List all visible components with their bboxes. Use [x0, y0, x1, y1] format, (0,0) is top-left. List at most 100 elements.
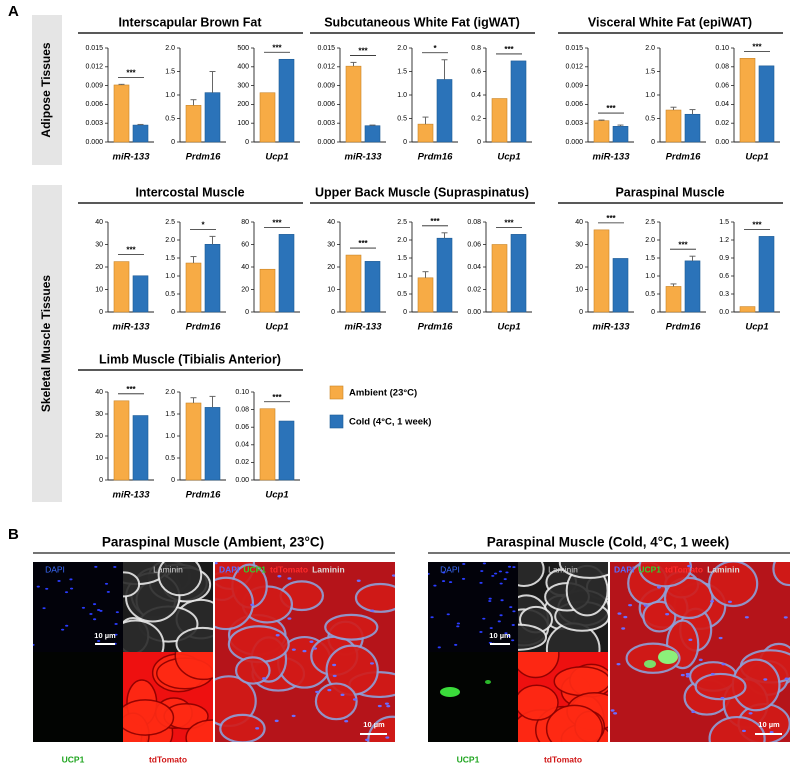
- significance: ***: [272, 43, 282, 52]
- nucleus: [45, 587, 49, 590]
- error-bar: [369, 124, 376, 126]
- y-tick-label: 100: [237, 120, 249, 127]
- y-tick-label: 0.9: [719, 255, 729, 262]
- nucleus: [741, 729, 746, 733]
- bar: [739, 58, 756, 143]
- nucleus: [344, 720, 349, 723]
- fiber: [518, 562, 545, 587]
- y-tick-label: 60: [241, 241, 249, 248]
- nucleus: [99, 609, 103, 612]
- y-tick-label: 30: [575, 241, 583, 248]
- x-label: miR-133: [345, 152, 383, 163]
- micrograph-bg: [428, 562, 518, 652]
- nucleus: [113, 565, 117, 568]
- micrograph: [428, 652, 518, 742]
- nucleus: [255, 727, 260, 730]
- significance: ***: [358, 239, 368, 248]
- bar: [204, 407, 221, 481]
- significance: ***: [752, 42, 762, 51]
- nucleus: [454, 643, 458, 646]
- ucp1-signal: [485, 680, 491, 684]
- x-label: miR-133: [593, 152, 631, 163]
- nucleus: [499, 614, 503, 617]
- y-tick-label: 0.08: [235, 406, 249, 413]
- fiber: [354, 582, 395, 613]
- y-tick-label: 0.003: [85, 120, 103, 127]
- nucleus: [377, 704, 382, 708]
- y-tick-label: 0.10: [715, 45, 729, 52]
- fiber: [123, 619, 165, 652]
- scale-bar-label: 10 µm: [94, 631, 116, 640]
- micrograph-bg: [33, 652, 123, 742]
- y-tick-label: 0.06: [235, 424, 249, 431]
- y-tick-label: 0.4: [471, 92, 481, 99]
- fiber: [558, 562, 608, 579]
- bar: [510, 234, 527, 313]
- y-tick-label: 1.2: [719, 237, 729, 244]
- error-bar: [209, 395, 216, 408]
- merged-channel-label: DAPI: [219, 564, 239, 574]
- nucleus: [482, 562, 486, 565]
- nucleus: [491, 574, 495, 577]
- y-tick-label: 10: [327, 286, 335, 293]
- row-label-box: [32, 185, 62, 502]
- nucleus: [685, 672, 690, 676]
- nucleus: [499, 582, 503, 585]
- ucp1-signal: [644, 660, 656, 668]
- nucleus: [489, 627, 493, 629]
- legend-label: Ambient (23°C): [349, 388, 417, 399]
- bar: [758, 65, 775, 143]
- y-tick-label: 0.012: [317, 64, 335, 71]
- bar: [491, 244, 508, 313]
- bar: [113, 84, 130, 143]
- nucleus: [287, 617, 292, 620]
- nucleus: [61, 628, 65, 631]
- nucleus: [482, 617, 486, 620]
- channel-label: Laminin: [153, 564, 183, 574]
- nucleus: [369, 662, 374, 665]
- error-bar: [209, 71, 216, 93]
- x-label: Prdm16: [666, 322, 702, 333]
- y-tick-label: 1.5: [397, 255, 407, 262]
- fiber: [708, 715, 766, 742]
- bar: [185, 402, 202, 481]
- error-bar: [441, 232, 448, 239]
- nucleus: [718, 636, 723, 640]
- nucleus: [69, 578, 73, 581]
- bar: [185, 105, 202, 143]
- nucleus: [687, 564, 692, 568]
- x-label: Ucp1: [265, 322, 288, 333]
- y-tick-label: 0.015: [565, 45, 583, 52]
- error-bar: [190, 256, 197, 264]
- y-tick-label: 0: [331, 309, 335, 316]
- nucleus: [370, 609, 375, 612]
- x-label: miR-133: [113, 322, 151, 333]
- y-tick-label: 0.009: [317, 82, 335, 89]
- fiber: [175, 626, 213, 652]
- y-tick-label: 0: [245, 309, 249, 316]
- micrograph: [428, 562, 518, 652]
- nucleus: [365, 738, 370, 742]
- nucleus: [115, 611, 119, 614]
- group-title: Upper Back Muscle (Supraspinatus): [315, 185, 529, 199]
- nucleus: [33, 643, 35, 646]
- nucleus: [352, 698, 357, 701]
- merged-channel-label: Laminin: [312, 564, 345, 574]
- group-title: Paraspinal Muscle: [615, 185, 724, 199]
- bar: [364, 125, 381, 143]
- y-tick-label: 400: [237, 64, 249, 71]
- significance: ***: [430, 217, 440, 226]
- y-tick-label: 0: [579, 309, 583, 316]
- nucleus: [507, 565, 512, 568]
- nucleus: [685, 675, 690, 678]
- significance: ***: [606, 104, 616, 113]
- y-tick-label: 1.5: [165, 68, 175, 75]
- bar: [259, 408, 276, 481]
- y-tick-label: 0: [403, 309, 407, 316]
- nucleus: [287, 577, 292, 580]
- legend-swatch: [329, 414, 344, 429]
- x-label: miR-133: [113, 152, 151, 163]
- nucleus: [291, 714, 296, 718]
- nucleus: [688, 638, 693, 642]
